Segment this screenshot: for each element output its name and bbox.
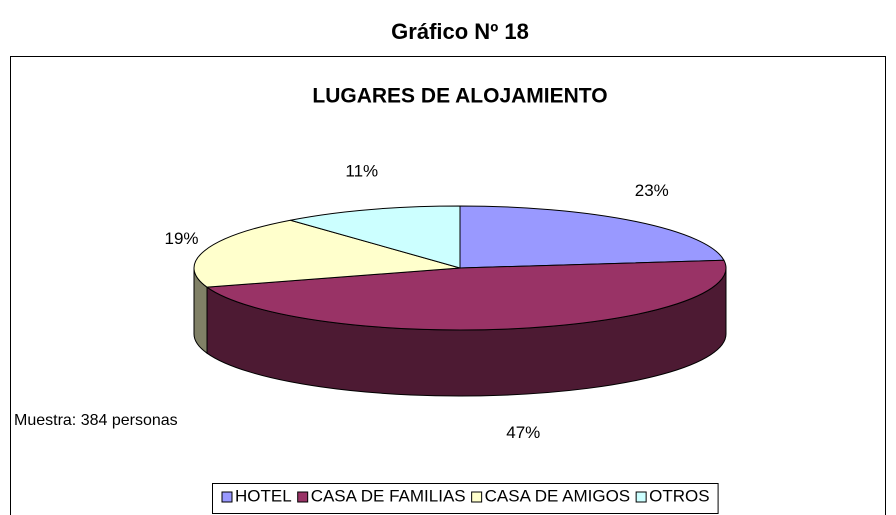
chart-title: LUGARES DE ALOJAMIENTO: [312, 85, 607, 108]
pie-slice: [290, 205, 461, 269]
value-label: 23%: [635, 181, 669, 200]
annotation: Muestra: 384 personas: [14, 412, 178, 429]
legend-box: [212, 483, 719, 514]
pie-slice: [459, 205, 725, 269]
legend-swatch: [221, 491, 233, 503]
legend-label: CASA DE FAMILIAS: [311, 486, 466, 505]
legend-swatch: [297, 491, 309, 503]
legend-label: HOTEL: [235, 486, 292, 505]
legend-swatch: [471, 491, 483, 503]
legend-label: CASA DE AMIGOS: [485, 486, 631, 505]
pie-slice: [193, 219, 461, 288]
suptitle: Gráfico Nº 18: [391, 19, 529, 44]
value-label: 19%: [164, 229, 198, 248]
legend-label: OTROS: [649, 486, 709, 505]
value-label: 11%: [345, 162, 378, 181]
value-label: 47%: [506, 423, 540, 442]
legend-swatch: [635, 491, 647, 503]
